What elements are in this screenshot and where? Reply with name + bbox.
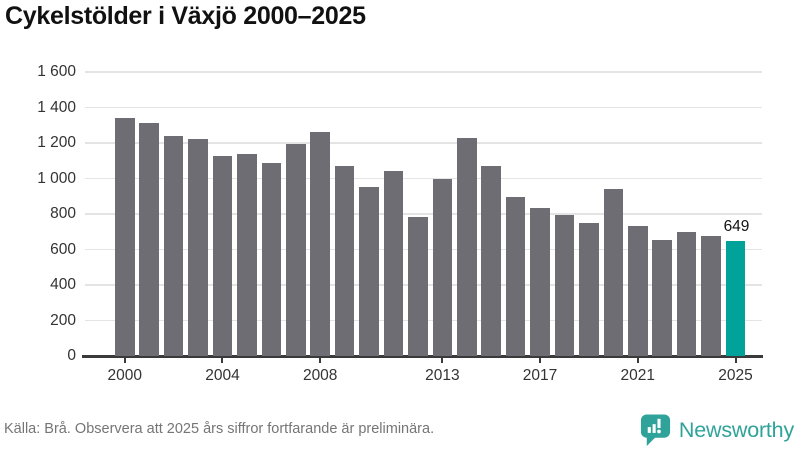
bar-2018 — [554, 214, 575, 356]
x-axis-line — [82, 355, 763, 358]
chart-title: Cykelstölder i Växjö 2000–2025 — [5, 2, 366, 30]
bar-2025 — [725, 240, 746, 356]
y-tick-label-800: 800 — [50, 205, 76, 222]
bar-2004 — [212, 156, 233, 356]
x-tick-mark-2017 — [539, 357, 542, 363]
bar-2014 — [457, 137, 477, 356]
x-tick-mark-2021 — [636, 357, 639, 363]
y-tick-label-1600: 1 600 — [37, 63, 76, 80]
bar-2000 — [115, 118, 135, 356]
bar-2012 — [408, 216, 428, 356]
gridline-1000 — [85, 177, 762, 180]
bar-2020 — [603, 189, 624, 356]
x-tick-label-2021: 2021 — [620, 367, 656, 384]
bar-chart-plot-area: 649 — [85, 71, 762, 356]
bar-2007 — [286, 143, 306, 356]
highlight-value-label: 649 — [720, 217, 753, 236]
x-tick-mark-2025 — [734, 357, 737, 363]
bar-2023 — [676, 231, 697, 356]
bar-2013 — [432, 179, 453, 356]
y-tick-label-1200: 1 200 — [37, 134, 76, 151]
bar-2005 — [237, 153, 257, 356]
x-tick-label-2025: 2025 — [718, 367, 753, 384]
bar-2015 — [481, 166, 501, 356]
y-axis-labels: 0 200 400 600 800 1 000 1 200 1 400 1 600 — [0, 63, 76, 364]
bar-2009 — [334, 166, 355, 356]
gridline-1200 — [85, 142, 762, 144]
x-tick-mark-2000 — [123, 357, 126, 363]
x-tick-label-2004: 2004 — [205, 367, 240, 384]
y-tick-label-400: 400 — [50, 276, 76, 293]
bar-2017 — [530, 207, 550, 356]
x-tick-label-2000: 2000 — [107, 367, 142, 384]
bar-2024 — [701, 236, 721, 356]
x-tick-label-2013: 2013 — [425, 367, 460, 384]
x-axis-labels: 2000 2004 2008 2013 2017 2021 2025 — [85, 357, 762, 397]
bar-2019 — [579, 222, 599, 356]
bar-2010 — [359, 186, 379, 356]
brand-name: Newsworthy — [678, 417, 794, 442]
x-tick-label-2017: 2017 — [522, 367, 558, 384]
gridline-1600 — [85, 71, 762, 73]
gridline-800 — [85, 213, 762, 215]
bar-2022 — [652, 239, 672, 356]
x-tick-mark-2004 — [221, 357, 224, 363]
gridline-1400 — [85, 106, 762, 109]
y-tick-label-600: 600 — [50, 240, 76, 258]
bar-2021 — [628, 226, 648, 356]
x-tick-label-2008: 2008 — [302, 367, 338, 384]
y-tick-label-200: 200 — [50, 311, 76, 329]
newsworthy-speech-bubble-chart-icon — [639, 413, 672, 447]
bar-2011 — [383, 171, 404, 356]
x-tick-mark-2013 — [441, 357, 444, 363]
source-note: Källa: Brå. Observera att 2025 års siffr… — [4, 421, 435, 437]
bar-2003 — [188, 138, 208, 356]
bar-2002 — [163, 135, 184, 356]
y-tick-label-0: 0 — [67, 347, 76, 364]
newsworthy-logo: Newsworthy — [639, 410, 794, 450]
bar-2001 — [139, 122, 159, 356]
bar-2008 — [310, 132, 330, 356]
chart-footer: Källa: Brå. Observera att 2025 års siffr… — [0, 410, 800, 450]
bar-2006 — [261, 163, 282, 356]
x-tick-mark-2008 — [319, 357, 322, 363]
y-tick-label-1400: 1 400 — [37, 98, 76, 116]
y-tick-label-1000: 1 000 — [37, 169, 76, 187]
bar-2016 — [505, 197, 526, 356]
